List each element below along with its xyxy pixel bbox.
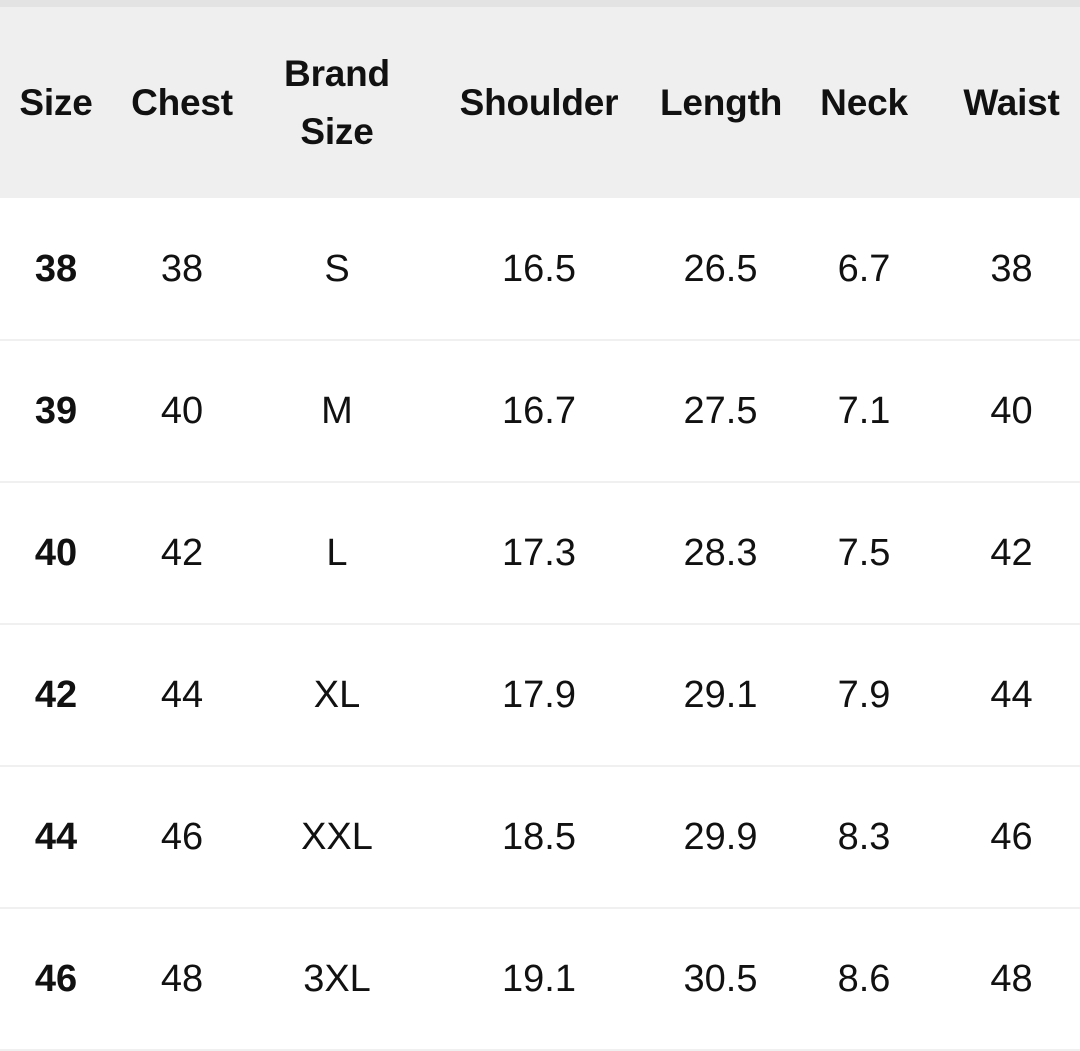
size-chart-table: Size Chest Brand Size Shoulder Length Ne… (0, 7, 1080, 1051)
cell-shoulder: 18.5 (502, 816, 576, 858)
cell-chest: 42 (160, 532, 204, 574)
table-row: 46 48 3XL 19.1 30.5 8.6 48 (0, 908, 1080, 1050)
table-body: 38 38 S 16.5 26.5 6.7 38 39 40 M 16.7 27… (0, 198, 1080, 1050)
table-header: Size Chest Brand Size Shoulder Length Ne… (0, 7, 1080, 198)
cell-neck: 7.5 (837, 532, 891, 574)
cell-size: 44 (34, 816, 78, 858)
cell-length: 27.5 (683, 390, 758, 432)
cell-length: 26.5 (683, 247, 758, 290)
column-header-shoulder: Shoulder (459, 81, 619, 123)
cell-length: 30.5 (683, 958, 758, 1000)
cell-neck: 8.6 (837, 958, 891, 1000)
cell-shoulder: 16.5 (502, 247, 576, 290)
table-row: 39 40 M 16.7 27.5 7.1 40 (0, 340, 1080, 482)
cell-waist: 44 (990, 674, 1033, 716)
column-header-size: Size (19, 81, 93, 123)
cell-chest: 40 (160, 390, 204, 432)
cell-waist: 48 (990, 958, 1033, 1000)
cell-shoulder: 17.9 (502, 674, 576, 716)
cell-neck: 7.9 (837, 674, 891, 716)
cell-chest: 38 (160, 247, 204, 290)
cell-size: 39 (34, 390, 78, 432)
cell-waist: 38 (990, 247, 1033, 290)
table-row: 44 46 XXL 18.5 29.9 8.3 46 (0, 766, 1080, 908)
cell-chest: 44 (160, 674, 204, 716)
cell-neck: 6.7 (837, 247, 891, 290)
cell-neck: 7.1 (837, 390, 891, 432)
cell-brand: 3XL (303, 958, 371, 1000)
header-row: Size Chest Brand Size Shoulder Length Ne… (0, 7, 1080, 198)
table-row: 38 38 S 16.5 26.5 6.7 38 (0, 198, 1080, 340)
column-header-chest: Chest (131, 81, 233, 123)
cell-length: 28.3 (683, 532, 758, 574)
cell-neck: 8.3 (837, 816, 891, 858)
cell-chest: 46 (160, 816, 204, 858)
cell-brand: M (321, 390, 353, 432)
cell-brand: L (326, 532, 348, 574)
cell-length: 29.1 (683, 674, 758, 716)
cell-brand: XL (313, 674, 361, 716)
cell-shoulder: 17.3 (502, 532, 576, 574)
cell-chest: 48 (160, 958, 204, 1000)
column-header-brand-size: Brand Size (284, 52, 390, 152)
column-header-neck: Neck (820, 81, 908, 123)
cell-waist: 46 (990, 816, 1033, 858)
cell-size: 38 (34, 247, 78, 290)
cell-length: 29.9 (683, 816, 758, 858)
cell-size: 42 (34, 674, 78, 716)
top-edge-strip (0, 0, 1080, 7)
column-header-waist: Waist (963, 81, 1060, 123)
cell-size: 40 (34, 532, 78, 574)
column-header-length: Length (660, 81, 783, 123)
cell-shoulder: 16.7 (502, 390, 576, 432)
table-row: 40 42 L 17.3 28.3 7.5 42 (0, 482, 1080, 624)
cell-waist: 40 (990, 390, 1033, 432)
table-row: 42 44 XL 17.9 29.1 7.9 44 (0, 624, 1080, 766)
cell-shoulder: 19.1 (502, 958, 576, 1000)
cell-waist: 42 (990, 532, 1033, 574)
cell-size: 46 (34, 958, 78, 1000)
cell-brand: XXL (301, 816, 373, 858)
cell-brand: S (324, 247, 350, 290)
